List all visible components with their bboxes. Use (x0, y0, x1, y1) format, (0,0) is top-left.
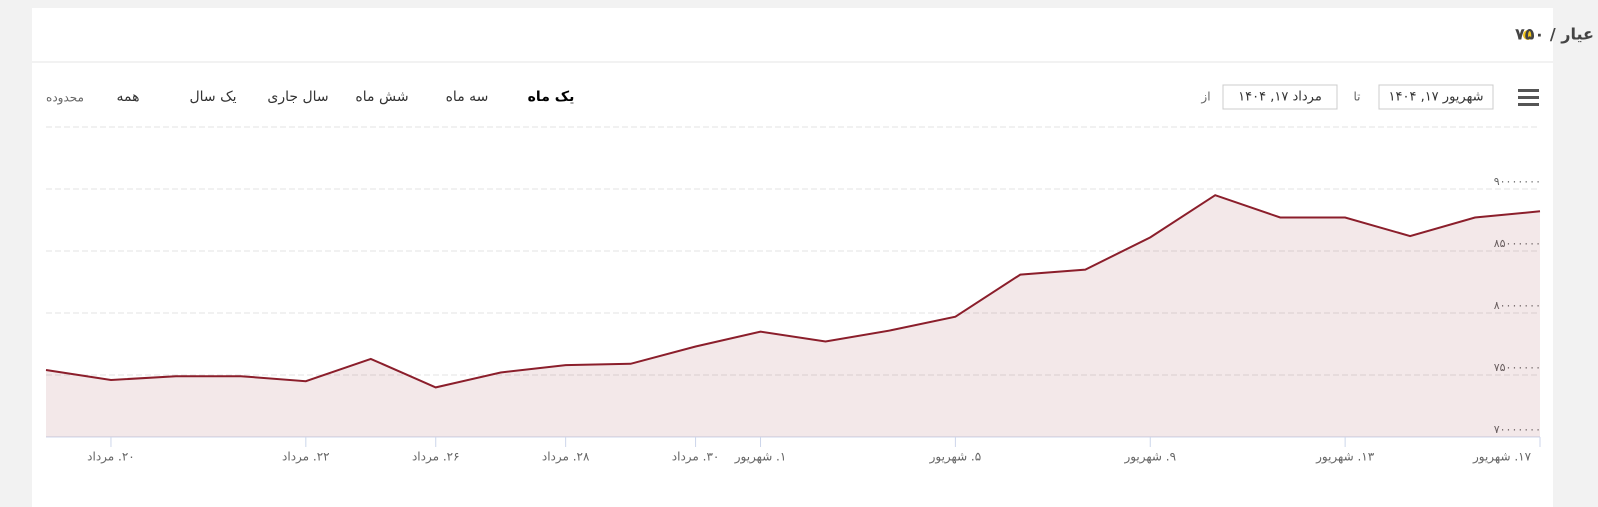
x-tick-label: ۲۰. مرداد (87, 450, 135, 465)
y-tick-label: ۷۵۰۰۰۰۰۰ (1494, 361, 1541, 374)
range-button[interactable]: سه ماه (446, 89, 489, 105)
x-tick-label: ۵. شهریور (929, 450, 982, 465)
card-title: نمودار جامع تحولات سالانه طلای ۱۸ عیار /… (1515, 25, 1598, 44)
x-tick-label: ۱۷. شهریور (1472, 450, 1532, 465)
x-tick-label: ۱۳. شهریور (1315, 450, 1375, 465)
x-tick-label: ۲۶. مرداد (412, 450, 460, 465)
from-label: از (1200, 90, 1210, 105)
title-dot (1523, 30, 1533, 40)
menu-bar (1518, 96, 1539, 99)
y-tick-label: ۷۰۰۰۰۰۰۰ (1494, 423, 1541, 436)
y-tick-label: ۸۰۰۰۰۰۰۰ (1494, 299, 1541, 312)
x-tick-label: ۳۰. مرداد (672, 450, 720, 465)
to-input[interactable] (1378, 84, 1494, 110)
range-button[interactable]: همه (117, 89, 140, 105)
to-value: شهریور ۱۷, ۱۴۰۴ (1389, 90, 1484, 105)
y-tick-label: ۹۰۰۰۰۰۰۰ (1494, 175, 1541, 188)
x-tick-label: ۲۲. مرداد (282, 450, 330, 465)
range-button[interactable]: سال جاری (267, 89, 328, 105)
x-tick-label: ۲۸. مرداد (542, 450, 590, 465)
menu-icon[interactable] (1518, 89, 1539, 106)
range-button[interactable]: یک ماه (528, 89, 575, 105)
from-value: مرداد ۱۷, ۱۴۰۴ (1238, 90, 1322, 105)
to-label: تا (1354, 90, 1361, 104)
x-tick-label: ۹. شهریور (1123, 450, 1176, 465)
range-label: محدوده (46, 91, 84, 106)
from-input[interactable] (1222, 84, 1338, 110)
menu-bar (1518, 89, 1539, 92)
line (45, 194, 1541, 389)
menu-bar (1518, 103, 1539, 106)
x-tick-label: ۱. شهریور (734, 450, 787, 465)
range-button[interactable]: شش ماه (355, 89, 408, 105)
area (46, 195, 1540, 437)
y-tick-label: ۸۵۰۰۰۰۰۰ (1494, 237, 1541, 250)
range-button[interactable]: یک سال (189, 89, 236, 105)
